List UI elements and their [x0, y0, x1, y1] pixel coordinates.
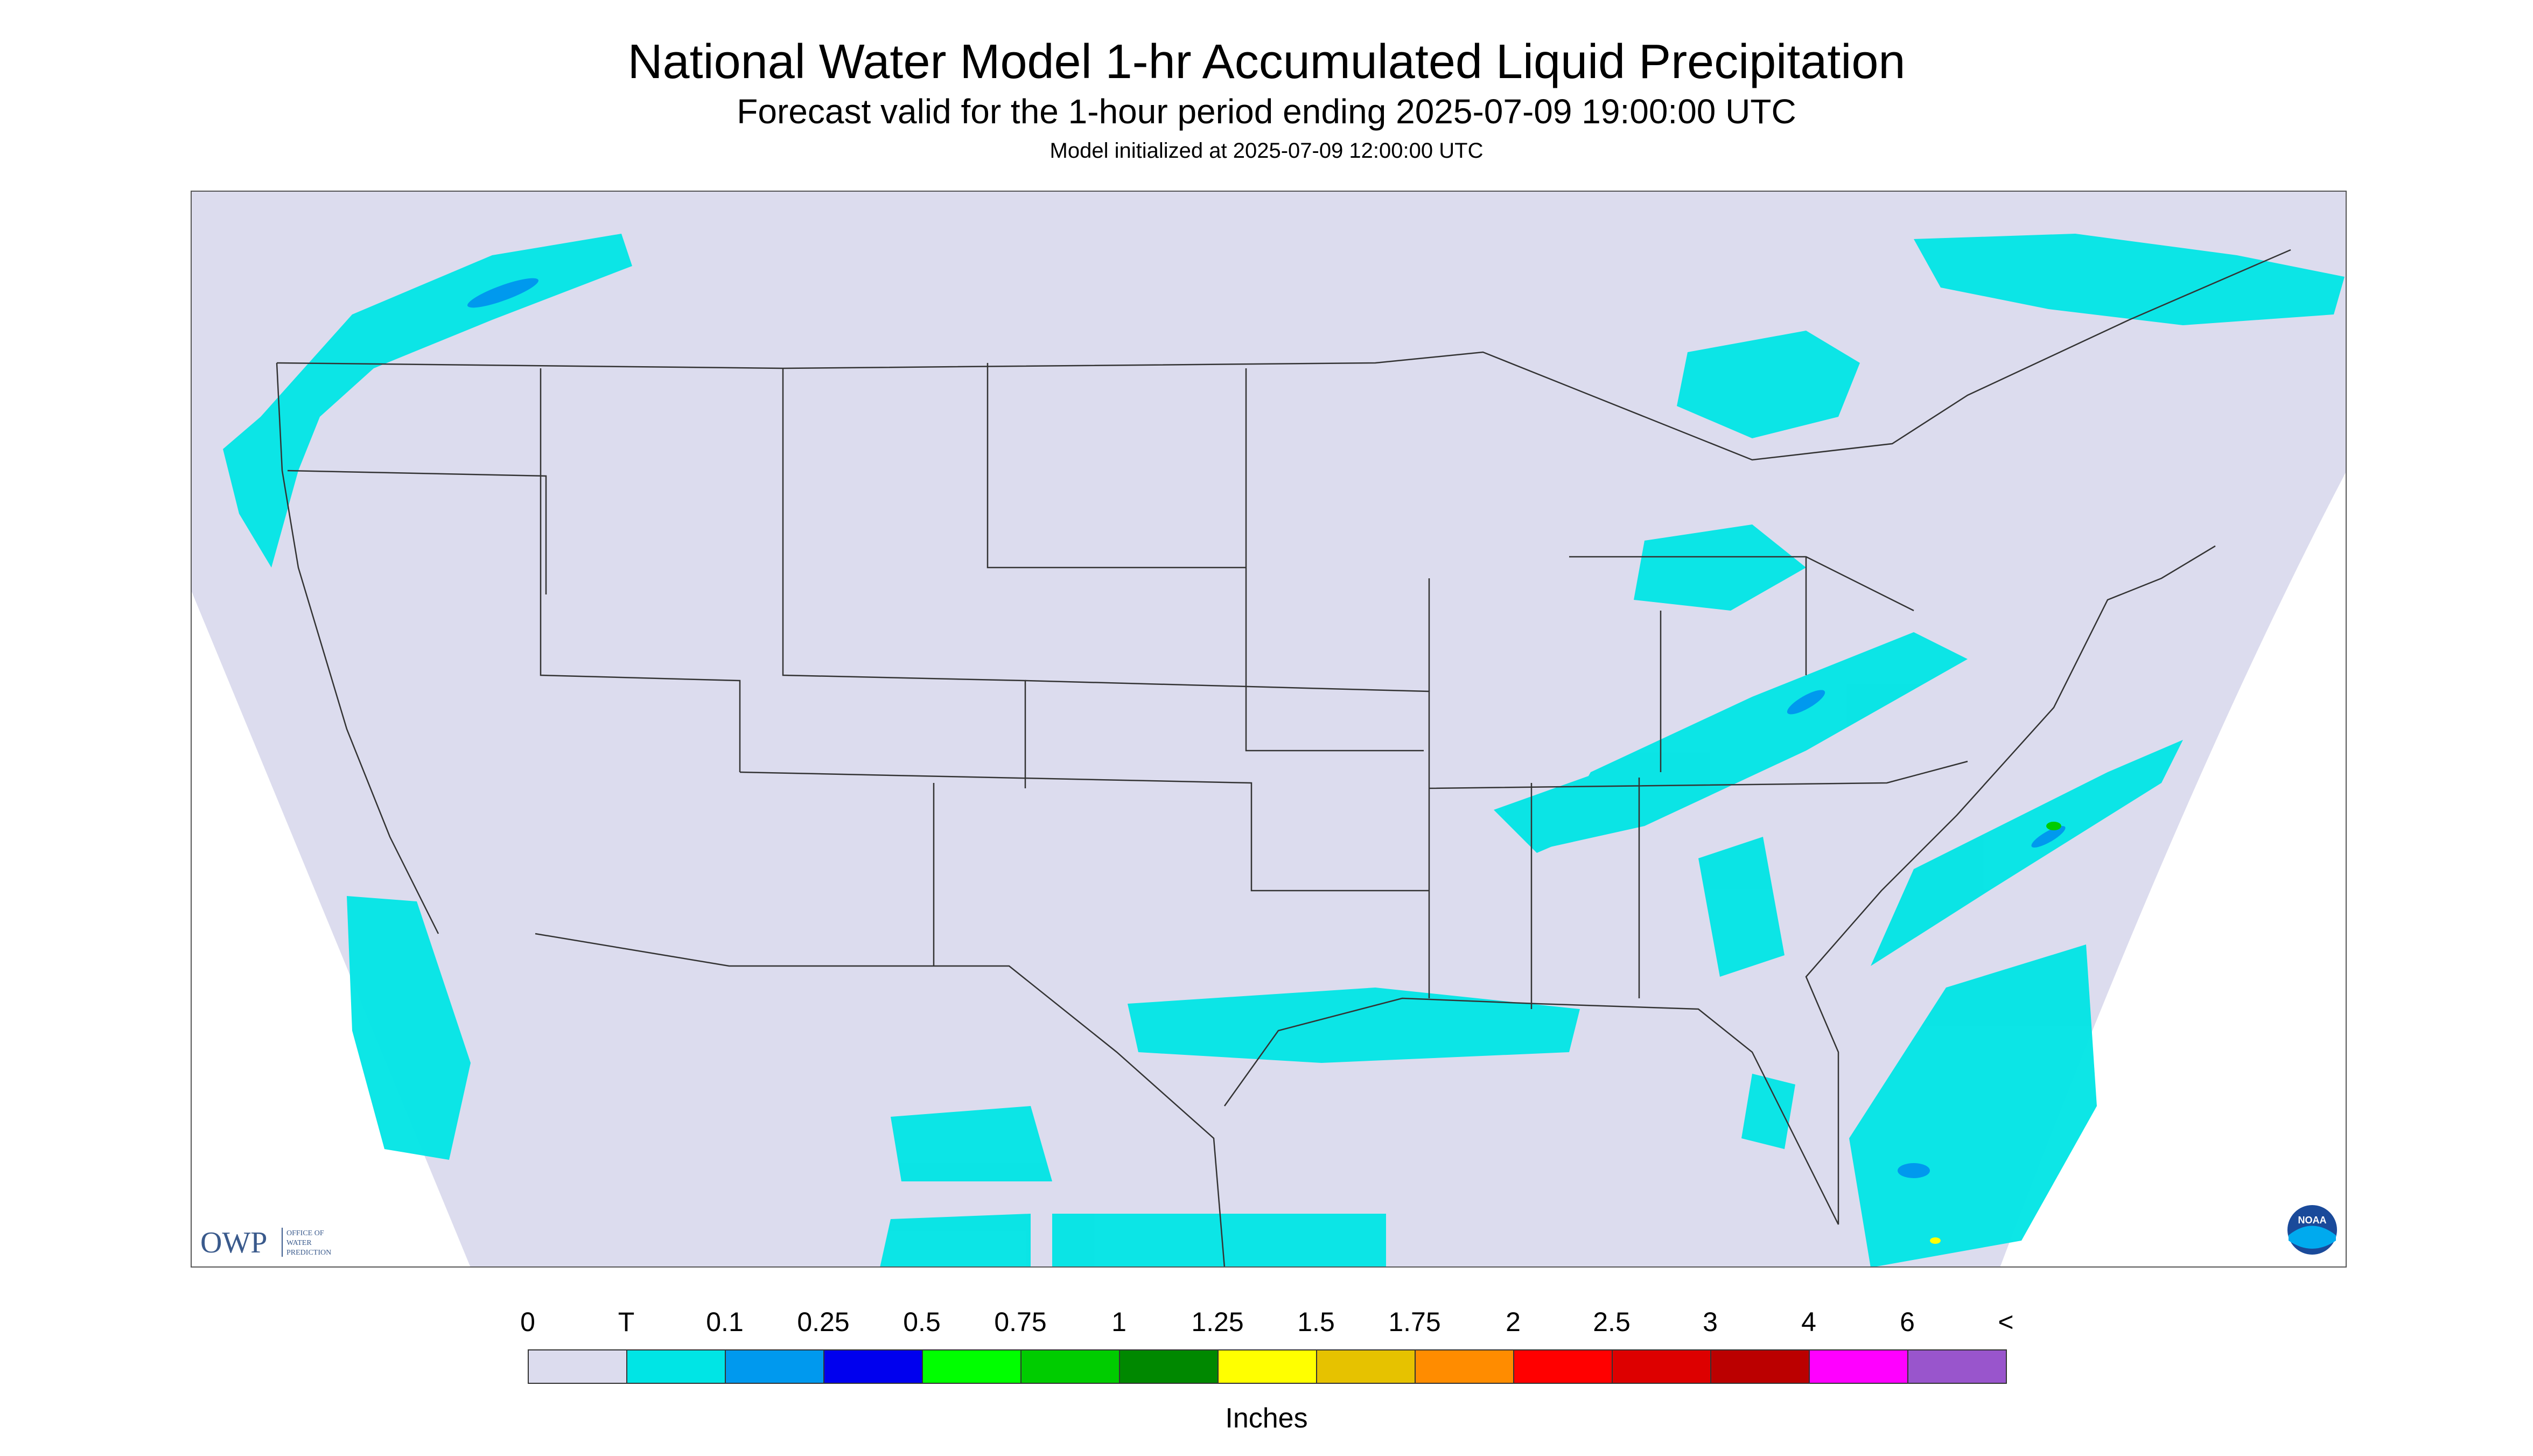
legend-label: 6 [1900, 1307, 1915, 1337]
precip-southeast [1698, 837, 1785, 977]
legend-color-box [1513, 1349, 1613, 1384]
precip-gulf-coast [1128, 988, 1580, 1063]
legend-color-box [1809, 1349, 1908, 1384]
owp-logo-subtext-1: OFFICE OF [286, 1229, 324, 1237]
legend-color-box [1119, 1349, 1219, 1384]
precip-spot-blue-2 [1787, 690, 1825, 715]
legend-label: 1.5 [1297, 1307, 1335, 1337]
legend-label: 4 [1801, 1307, 1816, 1337]
precip-spot-blue-4 [1898, 1163, 1930, 1178]
precipitation-map: OWP OFFICE OF WATER PREDICTION NOAA [191, 191, 2347, 1268]
precip-spot-green-1 [2046, 822, 2061, 830]
state-line-6 [739, 771, 1429, 892]
legend-label: 1 [1111, 1307, 1126, 1337]
gulf-coastline [1223, 545, 2216, 1225]
legend-label: 2 [1506, 1307, 1521, 1337]
precip-ontario [1677, 331, 1860, 438]
legend-label: 0 [520, 1307, 535, 1337]
legend-color-box [725, 1349, 824, 1384]
precip-atlantic-south [1849, 944, 2097, 1268]
legend-label: 1.25 [1191, 1307, 1244, 1337]
precip-atlantic-coast [1871, 740, 2183, 966]
legend-color-box [1415, 1349, 1514, 1384]
boundaries [276, 249, 2291, 1268]
legend-label: 0.25 [797, 1307, 850, 1337]
noaa-logo: NOAA [2287, 1205, 2337, 1255]
state-line-3 [782, 368, 1026, 788]
map-title: National Water Model 1-hr Accumulated Li… [627, 35, 1906, 89]
owp-logo-subtext-3: PREDICTION [286, 1249, 331, 1257]
owp-logo-subtext-2: WATER [286, 1239, 312, 1247]
legend-color-box [823, 1349, 923, 1384]
precip-spot-blue-1 [467, 278, 538, 308]
state-line-2 [540, 368, 741, 772]
owp-logo: OWP OFFICE OF WATER PREDICTION [200, 1226, 331, 1259]
legend-color-box [528, 1349, 627, 1384]
precip-heavier-spots [467, 278, 2066, 1244]
legend-label: 2.5 [1593, 1307, 1631, 1337]
mexico-border [535, 933, 1226, 1268]
precip-spot-yellow-1 [1930, 1237, 1941, 1244]
legend-color-box [1612, 1349, 1711, 1384]
state-line-12 [1429, 760, 1968, 789]
color-legend: 0 T 0.1 0.25 0.5 0.75 1 1.25 1.5 1.75 2 2.5 3 4 6 < Inc… [0, 1292, 2533, 1454]
legend-label: 1.75 [1388, 1307, 1441, 1337]
owp-logo-text: OWP [200, 1226, 267, 1259]
map-frame [191, 191, 2347, 1268]
legend-label: 0.75 [994, 1307, 1047, 1337]
precip-florida [1741, 1074, 1795, 1149]
precip-mexico-south [891, 1106, 1052, 1181]
noaa-logo-wave [2289, 1226, 2336, 1249]
state-line-1 [287, 470, 547, 594]
canada-border [276, 249, 2291, 461]
precip-great-lakes [1634, 524, 1806, 611]
legend-color-box [1710, 1349, 1810, 1384]
precip-pacific-northwest [223, 234, 632, 568]
legend-units: Inches [1225, 1403, 1308, 1434]
model-init-text: Model initialized at 2025-07-09 12:00:00… [1049, 139, 1484, 163]
precip-canada-east [1914, 234, 2345, 325]
legend-color-box [1316, 1349, 1416, 1384]
legend-label: 0.1 [706, 1307, 744, 1337]
precip-caribbean [880, 1214, 1031, 1268]
precip-spot-blue-3 [2031, 826, 2066, 848]
noaa-logo-text: NOAA [2298, 1215, 2327, 1226]
legend-color-box [922, 1349, 1021, 1384]
map-subtitle: Forecast valid for the 1-hour period end… [737, 92, 1796, 131]
legend-color-box [1020, 1349, 1120, 1384]
legend-label: < [1998, 1307, 2014, 1337]
legend-label: 3 [1703, 1307, 1718, 1337]
state-line-4 [986, 363, 1246, 569]
legend-label: 0.5 [903, 1307, 941, 1337]
legend-label: T [618, 1307, 635, 1337]
precip-gulf-south [1052, 1214, 1386, 1268]
state-line-5 [1245, 368, 1424, 752]
west-coastline [276, 362, 439, 934]
legend-color-box [1907, 1349, 2007, 1384]
legend-color-box [1217, 1349, 1317, 1384]
precip-mexico-west [347, 896, 471, 1160]
legend-color-box [626, 1349, 726, 1384]
